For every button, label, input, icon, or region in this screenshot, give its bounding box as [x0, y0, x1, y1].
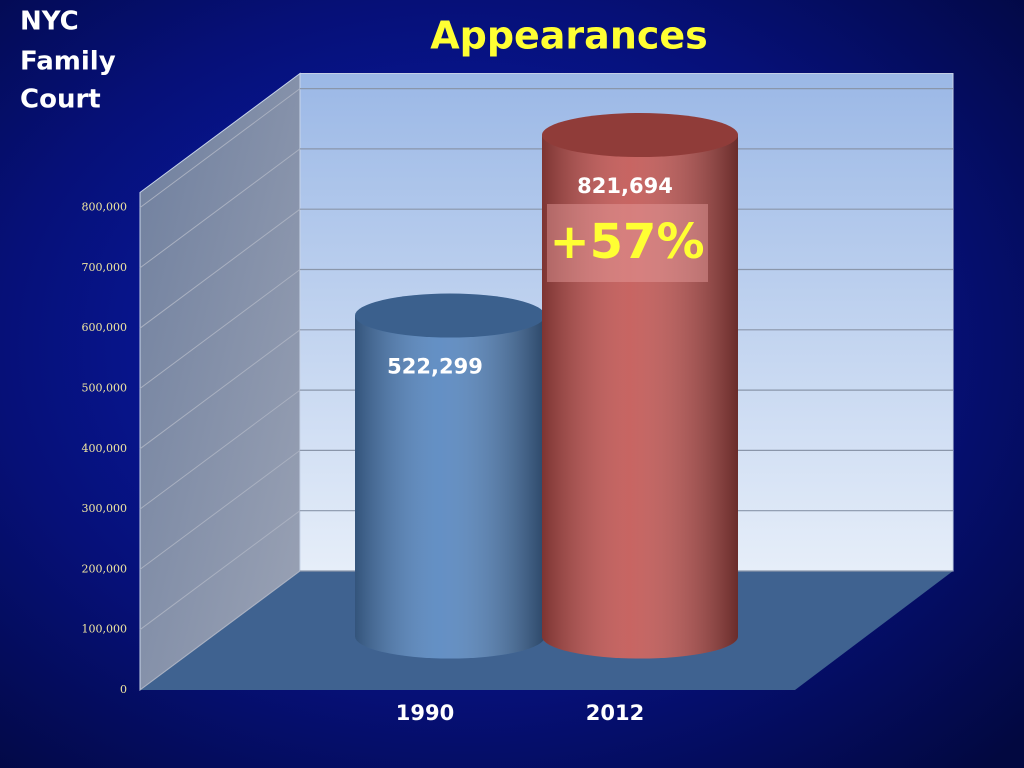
x-tick-label: 1990	[396, 701, 454, 725]
corner-title-line: Family	[20, 47, 116, 77]
y-tick-label: 200,000	[82, 562, 128, 575]
grid-line	[139, 329, 301, 450]
cylinder-top	[355, 293, 545, 338]
y-tick-label: 0	[120, 683, 127, 696]
corner-title-line: NYC	[20, 7, 79, 37]
annotation-box	[547, 204, 708, 283]
y-tick-label: 500,000	[82, 382, 128, 395]
corner-title: NYC Family Court	[20, 7, 116, 115]
y-tick-label: 100,000	[82, 623, 128, 636]
cylinder-top	[542, 113, 738, 158]
cylinder-top-shade	[355, 293, 545, 338]
cylinder-shade	[542, 135, 738, 659]
grid-line	[139, 389, 301, 510]
annotation: +57%	[549, 214, 704, 270]
y-tick-label: 400,000	[82, 442, 128, 455]
grid-line	[139, 449, 301, 570]
x-tick-label: 2012	[586, 701, 644, 725]
grid-line	[139, 88, 301, 209]
grid-line	[139, 208, 301, 329]
grid-line	[139, 570, 301, 691]
y-tick-label: 600,000	[82, 321, 128, 334]
y-tick-label: 700,000	[82, 261, 128, 274]
y-tick-label: 300,000	[82, 502, 128, 515]
cylinder-top-shade	[542, 113, 738, 158]
grid-line	[139, 269, 301, 389]
cylinder-shade	[355, 315, 545, 659]
corner-title-line: Court	[20, 85, 101, 115]
y-tick-label: 800,000	[82, 201, 128, 214]
grid-line	[139, 148, 301, 269]
value-label: 821,694	[577, 174, 673, 198]
value-label: 522,299	[387, 355, 483, 379]
grid-line	[139, 510, 301, 631]
chart-title: Appearances	[430, 14, 708, 58]
